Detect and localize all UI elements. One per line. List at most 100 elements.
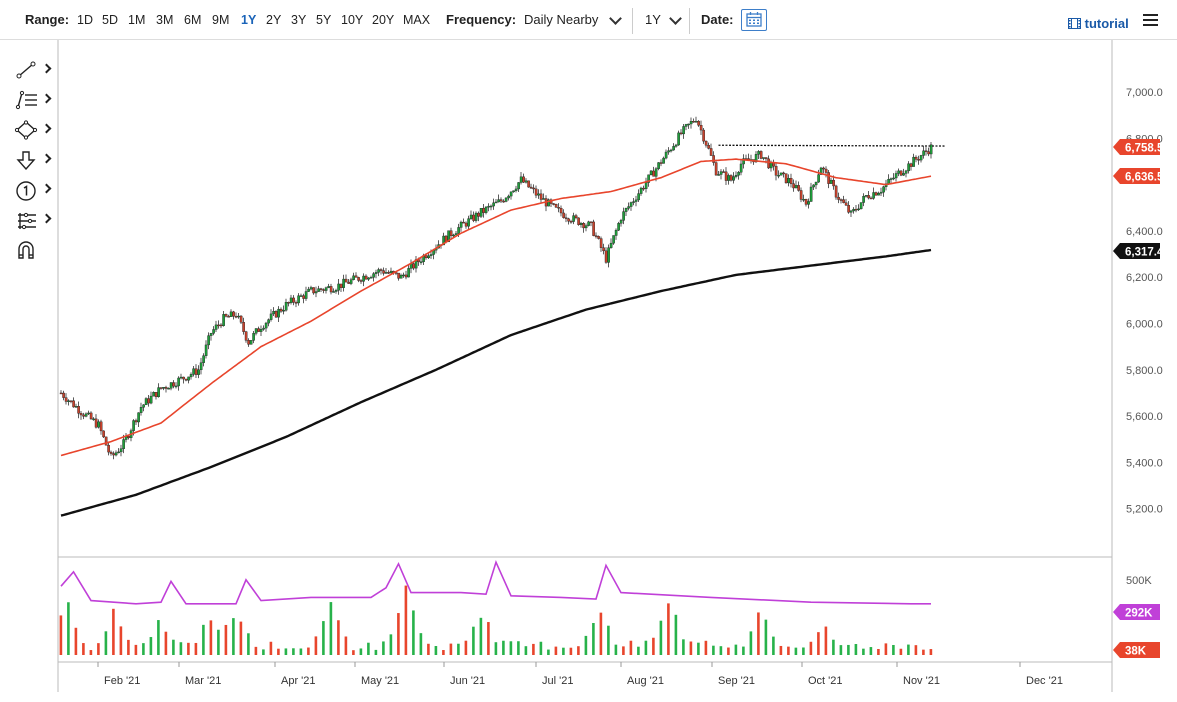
frequency-select[interactable]: Daily Nearby [524, 12, 599, 27]
candle-body [627, 206, 630, 209]
volume-bar [607, 625, 610, 655]
number-marker-button[interactable] [14, 180, 54, 202]
range-10y[interactable]: 10Y [341, 13, 364, 27]
volume-bar [74, 627, 78, 655]
divider [689, 8, 690, 34]
tutorial-link[interactable]: tutorial [1068, 16, 1129, 31]
volume-bar [442, 650, 445, 655]
volume-bar [472, 626, 475, 655]
film-icon [1068, 18, 1081, 29]
candle-body [367, 277, 370, 280]
volume-bar [712, 645, 715, 655]
candle-body [849, 210, 853, 213]
volume-bar [817, 632, 820, 655]
candle-body [834, 185, 838, 198]
candle-body [559, 207, 563, 214]
volume-bar [539, 641, 543, 655]
shape-tool-icon [14, 120, 38, 140]
range-3y[interactable]: 3Y [291, 13, 307, 27]
candle-body [589, 221, 593, 224]
volume-bar [367, 642, 370, 655]
range-label: Range: [25, 12, 70, 27]
range-max[interactable]: MAX [403, 13, 431, 27]
measure-tool-icon [18, 212, 36, 230]
candle-body [907, 163, 910, 172]
tutorial-label: tutorial [1084, 16, 1129, 31]
y-tick-label: 6,200.0 [1126, 272, 1163, 284]
volume-bar [547, 649, 550, 655]
range-9m[interactable]: 9M [212, 13, 230, 27]
candle-body [397, 272, 400, 279]
candle-body [599, 238, 603, 248]
candle-body [852, 208, 855, 212]
candle-body [157, 387, 160, 398]
volume-bar [764, 619, 768, 655]
candle-body [117, 451, 120, 454]
candle-body [867, 195, 870, 199]
shape-tool-button[interactable] [14, 120, 54, 142]
period-select[interactable]: 1Y [645, 12, 661, 27]
volume-bar [592, 623, 595, 655]
candle-body [929, 144, 933, 155]
volume-bar [704, 640, 708, 655]
candle-body [442, 235, 445, 246]
candle-body [239, 315, 243, 323]
candle-body [584, 225, 588, 229]
range-1d[interactable]: 1D [77, 13, 93, 27]
candle-body [859, 202, 863, 210]
range-1y[interactable]: 1Y [241, 13, 257, 27]
candle-body [657, 162, 660, 169]
volume-bar [524, 646, 528, 655]
line-tool-button[interactable] [14, 60, 54, 82]
candle-body [684, 124, 688, 127]
candle-body [447, 230, 450, 243]
fib-tool-button[interactable] [14, 90, 54, 112]
candle-body [147, 398, 150, 404]
candle-body [302, 295, 305, 299]
volume-bar [892, 644, 895, 655]
volume-bar [119, 626, 123, 655]
candle-body [592, 221, 595, 236]
range-20y[interactable]: 20Y [372, 13, 395, 27]
volume-bar [854, 644, 858, 655]
candle-body [127, 436, 130, 438]
range-2y[interactable]: 2Y [266, 13, 282, 27]
volume-bar [59, 615, 63, 655]
arrow-tool-button[interactable] [14, 150, 54, 172]
x-tick-label: Mar '21 [185, 675, 221, 687]
range-3m[interactable]: 3M [156, 13, 174, 27]
range-6m[interactable]: 6M [184, 13, 202, 27]
volume-bar [434, 646, 438, 655]
candle-body [109, 451, 113, 454]
volume-bar [802, 647, 805, 655]
volume-bar [397, 613, 400, 655]
volume-bar [157, 620, 160, 655]
candle-body [509, 191, 513, 197]
candle-body [424, 255, 428, 259]
candle-body [709, 148, 713, 156]
volume-bar [344, 636, 348, 655]
candle-body [287, 302, 290, 304]
ma-price-label: 6,636.5 [1125, 172, 1164, 184]
candle-body [807, 201, 810, 205]
volume-bar [142, 643, 145, 655]
candle-body [812, 184, 815, 188]
range-5y[interactable]: 5Y [316, 13, 332, 27]
range-5d[interactable]: 5D [102, 13, 118, 27]
volume-bar [254, 646, 258, 655]
calendar-button[interactable] [741, 9, 767, 31]
x-tick-label: Dec '21 [1026, 675, 1063, 687]
range-1m[interactable]: 1M [128, 13, 146, 27]
candle-body [297, 295, 300, 304]
hamburger-menu-icon[interactable] [1143, 14, 1158, 29]
measure-tool-button[interactable] [14, 210, 54, 232]
candle-body [407, 268, 410, 278]
volume-bar [172, 639, 175, 655]
magnet-button[interactable] [14, 240, 54, 262]
candle-body [607, 247, 610, 263]
candle-body [307, 288, 310, 292]
candle-body [914, 156, 918, 160]
candle-body [679, 132, 683, 135]
candle-body [317, 288, 320, 292]
